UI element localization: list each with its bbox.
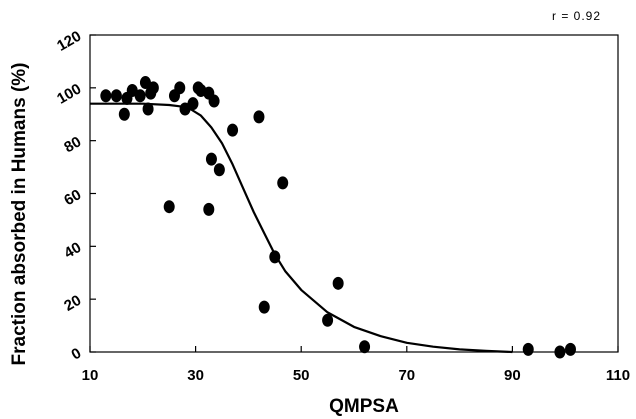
- y-tick-label: 0: [69, 345, 85, 364]
- y-tick-label: 60: [61, 186, 84, 209]
- data-point: [208, 94, 220, 108]
- data-point: [554, 345, 566, 359]
- data-point: [213, 163, 225, 177]
- data-point: [269, 250, 281, 264]
- x-axis-title: QMPSA: [329, 396, 399, 417]
- fit-curve-line: [90, 102, 513, 354]
- y-tick-label: 80: [61, 133, 84, 156]
- data-point: [118, 107, 130, 121]
- data-point: [522, 342, 534, 356]
- data-point: [227, 123, 239, 137]
- data-points: [100, 76, 576, 359]
- data-point: [253, 110, 265, 124]
- y-tick-label: 120: [54, 28, 84, 55]
- data-point: [203, 202, 215, 216]
- x-tick-label: 50: [293, 367, 310, 384]
- data-point: [142, 102, 154, 116]
- data-point: [564, 342, 576, 356]
- x-tick-label: 90: [504, 367, 521, 384]
- data-point: [258, 300, 270, 314]
- x-tick-label: 10: [82, 367, 99, 384]
- data-point: [205, 152, 217, 166]
- y-tick-label: 100: [54, 80, 84, 107]
- data-point: [110, 89, 122, 103]
- data-point: [332, 276, 344, 290]
- y-axis-title: Fraction absorbed in Humans (%): [9, 63, 30, 366]
- data-point: [277, 176, 289, 190]
- fit-curve-layer: [90, 102, 513, 354]
- x-tick-label: 30: [187, 367, 204, 384]
- data-point: [100, 89, 112, 103]
- x-axis: 10 30 50 70 90 110: [82, 346, 630, 384]
- correlation-annotation: r = 0.92: [552, 9, 601, 23]
- y-tick-label: 20: [61, 292, 84, 315]
- x-tick-label: 70: [398, 367, 415, 384]
- data-point: [359, 340, 371, 354]
- data-point: [163, 200, 175, 214]
- plot-border: [89, 34, 619, 353]
- data-point: [174, 81, 186, 95]
- y-tick-label: 40: [61, 239, 84, 262]
- data-point: [147, 81, 159, 95]
- data-point: [322, 313, 334, 327]
- data-point: [134, 89, 146, 103]
- x-tick-label: 110: [606, 367, 630, 384]
- plot-area: [89, 34, 619, 353]
- data-point: [187, 97, 199, 111]
